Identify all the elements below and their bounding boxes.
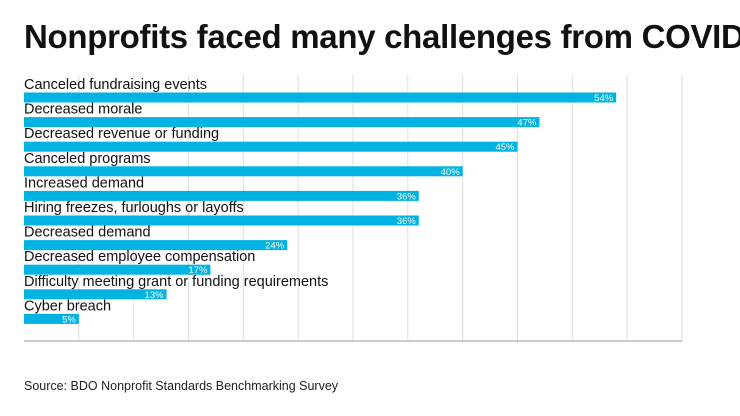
category-label: Decreased morale — [24, 102, 142, 118]
category-label: Difficulty meeting grant or funding requ… — [24, 274, 328, 290]
bar — [24, 92, 617, 103]
value-label: 17% — [188, 265, 208, 276]
category-label: Cyber breach — [24, 298, 111, 314]
value-label: 13% — [145, 290, 165, 301]
category-label: Decreased revenue or funding — [24, 126, 219, 142]
value-label: 54% — [594, 93, 614, 104]
value-label: 40% — [441, 167, 461, 178]
bar — [24, 166, 463, 177]
category-label: Hiring freezes, furloughs or layoffs — [24, 200, 244, 216]
category-label: Canceled fundraising events — [24, 77, 207, 93]
bar — [24, 117, 540, 128]
bar — [24, 190, 419, 201]
chart-title: Nonprofits faced many challenges from CO… — [24, 18, 740, 55]
category-label: Increased demand — [24, 175, 144, 191]
bar — [24, 215, 419, 226]
bar — [24, 264, 211, 275]
category-labels: Canceled fundraising events Decreased mor… — [24, 77, 328, 314]
value-label: 5% — [62, 314, 76, 325]
category-label: Decreased employee compensation — [24, 249, 255, 265]
bar — [24, 313, 79, 324]
value-label: 36% — [397, 191, 417, 202]
bar — [24, 240, 288, 251]
value-label: 47% — [517, 118, 537, 129]
value-label: 45% — [495, 142, 515, 153]
source-note: Source: BDO Nonprofit Standards Benchmar… — [24, 379, 339, 393]
value-labels: 54% 47% 45% 40% 36% 36% 24% 17% 13% 5% — [62, 93, 614, 325]
bar — [24, 289, 167, 300]
value-label: 36% — [397, 216, 417, 227]
bars — [24, 92, 617, 324]
category-label: Canceled programs — [24, 151, 151, 167]
category-label: Decreased demand — [24, 225, 151, 241]
value-label: 24% — [265, 241, 285, 252]
bar — [24, 141, 518, 152]
